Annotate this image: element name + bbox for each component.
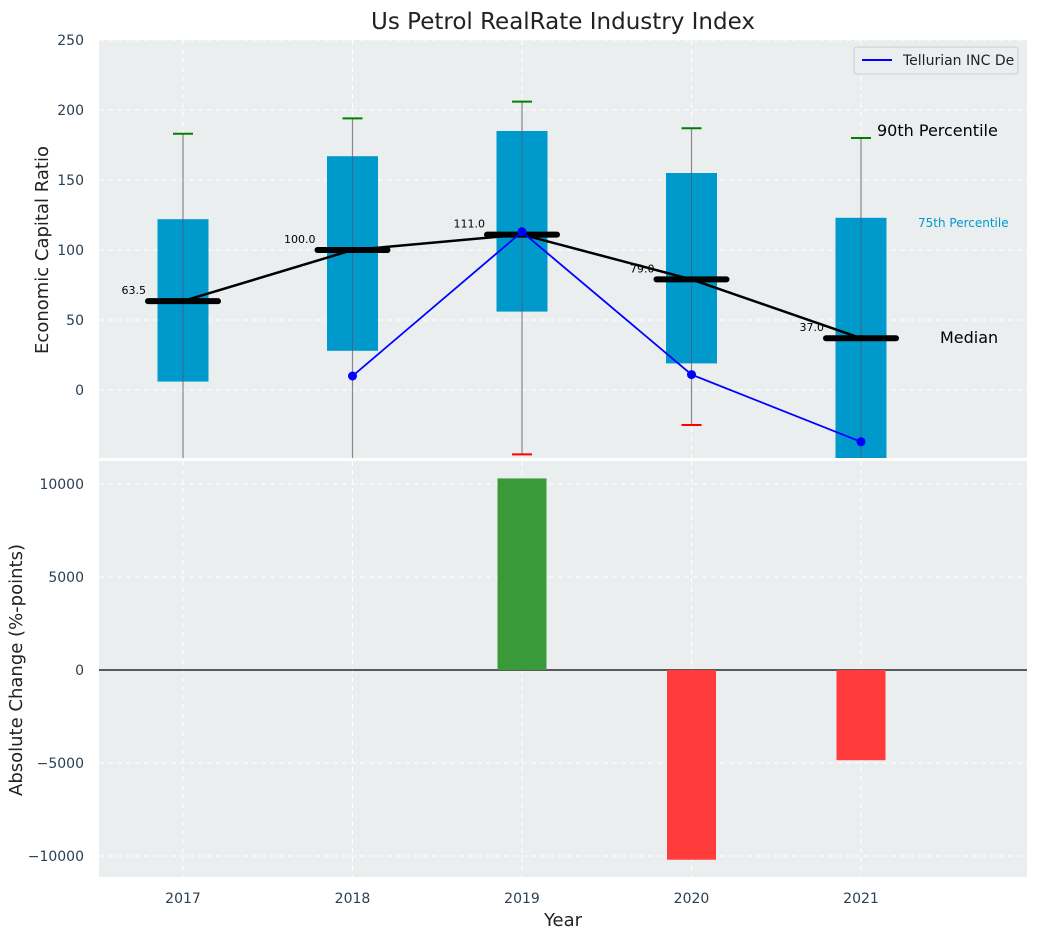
bottom-y-tick-label: 10000 bbox=[39, 477, 84, 493]
change-bar-2019 bbox=[497, 478, 547, 670]
legend-box bbox=[853, 46, 1019, 75]
bottom-marks bbox=[99, 478, 1027, 860]
top-y-tick-label: 50 bbox=[66, 313, 84, 329]
top-y-tick-label: 250 bbox=[57, 33, 84, 49]
series-line-tellurian bbox=[351, 230, 862, 443]
chart-title: Us Petrol RealRate Industry Index bbox=[371, 9, 755, 35]
bottom-y-tick-label: −10000 bbox=[28, 849, 84, 865]
top-y-tick-label: 0 bbox=[75, 383, 84, 399]
median-label-2019: 111.0 bbox=[454, 218, 486, 231]
annotation-median: Median bbox=[940, 328, 998, 347]
top-y-axis-label: Economic Capital Ratio bbox=[32, 146, 53, 354]
x-axis-label: Year bbox=[543, 910, 583, 931]
series-point-tellurian bbox=[856, 437, 866, 447]
series-point-tellurian bbox=[348, 371, 357, 381]
series-point-tellurian bbox=[687, 370, 696, 380]
median-label-2021: 37.0 bbox=[800, 321, 825, 334]
top-y-tick-label: 100 bbox=[57, 243, 84, 259]
top-y-tick-label: 200 bbox=[57, 103, 84, 119]
bottom-plot-area bbox=[99, 461, 1027, 877]
series-point-tellurian bbox=[517, 227, 527, 237]
bottom-y-tick-label: 0 bbox=[75, 663, 84, 679]
x-tick-label: 2019 bbox=[504, 891, 540, 907]
bottom-y-tick-label: −5000 bbox=[37, 756, 84, 772]
bottom-grid: −10000 −5000 0 5000 10000 2017 2018 2019 2020 202… bbox=[28, 461, 1027, 907]
annotation-p90: 90th Percentile bbox=[877, 121, 998, 140]
bottom-y-tick-label: 5000 bbox=[48, 570, 84, 586]
top-y-tick-label: 150 bbox=[57, 173, 84, 189]
legend-label-tellurian: Tellurian INC De bbox=[902, 53, 1014, 69]
change-bar-2020 bbox=[667, 670, 716, 860]
bottom-y-axis-label: Absolute Change (%-points) bbox=[6, 544, 27, 796]
x-tick-label: 2017 bbox=[165, 891, 201, 907]
legend: Tellurian INC De bbox=[853, 46, 1019, 75]
top-marks: 63.5 100.0 111.0 79.0 37.0 bbox=[122, 100, 899, 458]
median-label-2018: 100.0 bbox=[284, 233, 316, 246]
top-plot-area bbox=[99, 40, 1027, 458]
annotation-p75: 75th Percentile bbox=[918, 216, 1009, 230]
change-bar-2021 bbox=[836, 670, 886, 761]
x-tick-label: 2021 bbox=[843, 891, 879, 907]
x-tick-label: 2018 bbox=[335, 891, 371, 907]
median-label-2017: 63.5 bbox=[122, 284, 147, 297]
median-label-2020: 79.0 bbox=[630, 262, 655, 275]
x-tick-label: 2020 bbox=[674, 891, 710, 907]
